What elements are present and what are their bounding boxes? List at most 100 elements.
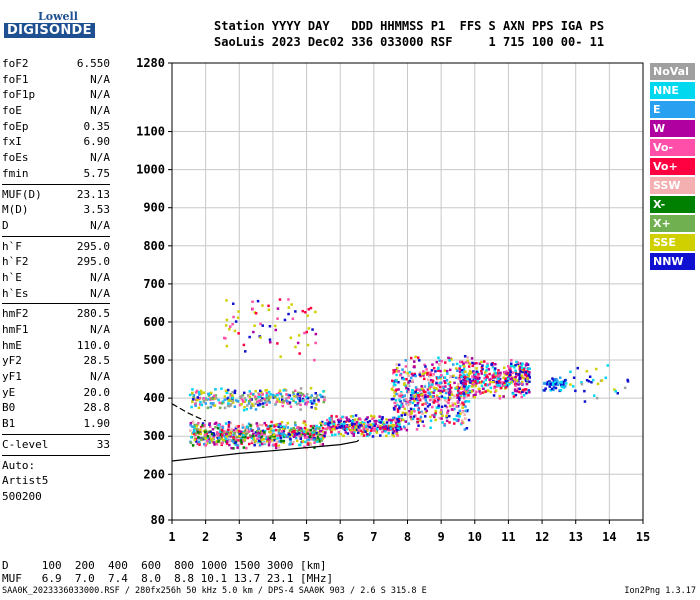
auto-scaling-info: 500200 xyxy=(2,489,42,503)
echo-point xyxy=(423,371,426,375)
echo-point xyxy=(259,440,262,444)
echo-point xyxy=(455,367,458,370)
echo-point xyxy=(285,393,288,396)
echo-point xyxy=(212,441,215,444)
echo-point xyxy=(431,405,434,409)
echo-point xyxy=(337,432,341,435)
echo-point xyxy=(241,399,245,403)
echo-point xyxy=(203,424,206,427)
echo-point xyxy=(398,423,401,426)
echo-point xyxy=(389,427,393,430)
echo-point xyxy=(256,299,260,303)
echo-point xyxy=(294,423,297,427)
echo-point xyxy=(444,381,447,385)
echo-point xyxy=(306,442,310,445)
echo-point xyxy=(374,428,378,432)
echo-point xyxy=(280,430,284,433)
echo-point xyxy=(449,404,452,408)
echo-point xyxy=(340,424,343,428)
echo-point xyxy=(435,360,438,364)
echo-point xyxy=(515,390,519,393)
echo-point xyxy=(595,396,599,400)
echo-point xyxy=(436,399,440,402)
echo-point xyxy=(420,410,423,414)
echo-point xyxy=(336,418,340,422)
echo-point xyxy=(514,364,517,367)
legend-item: SSW xyxy=(650,177,695,194)
echo-point xyxy=(543,382,546,385)
echo-point xyxy=(191,444,195,447)
legend-item: SSE xyxy=(650,234,695,251)
echo-point xyxy=(291,442,294,446)
echo-point xyxy=(460,387,463,390)
echo-point xyxy=(604,376,607,379)
echo-point xyxy=(528,376,531,379)
echo-point xyxy=(515,372,518,376)
param-value: 280.5 xyxy=(76,307,110,321)
echo-point xyxy=(491,374,494,377)
echo-point xyxy=(460,369,464,372)
echo-point xyxy=(439,389,442,393)
echo-point xyxy=(215,434,218,437)
echo-point xyxy=(476,377,480,380)
echo-point xyxy=(548,385,551,388)
echo-point xyxy=(456,411,460,415)
echo-point xyxy=(411,379,414,382)
echo-point xyxy=(552,382,555,385)
echo-point xyxy=(436,400,439,404)
param-name: foEp xyxy=(2,119,29,133)
echo-point xyxy=(484,383,487,386)
echo-point xyxy=(209,433,212,437)
echo-point xyxy=(429,373,432,376)
echo-point xyxy=(257,395,260,399)
echo-point xyxy=(321,420,324,424)
echo-point xyxy=(362,434,366,437)
echo-point xyxy=(547,382,551,386)
echo-point xyxy=(258,443,262,447)
echo-point xyxy=(468,372,472,375)
echo-point xyxy=(226,397,229,400)
echo-point xyxy=(350,430,353,434)
echo-point xyxy=(260,397,264,401)
echo-point xyxy=(265,389,268,392)
param-row: yF2 28.5 xyxy=(2,353,110,369)
echo-point xyxy=(248,390,251,393)
echo-point xyxy=(298,399,302,402)
echo-point xyxy=(328,427,331,430)
echo-point xyxy=(460,375,463,379)
echo-point xyxy=(465,394,469,398)
echo-point xyxy=(296,397,300,400)
echo-point xyxy=(332,420,336,423)
echo-point xyxy=(254,398,258,401)
echo-point xyxy=(276,307,280,310)
echo-point xyxy=(316,437,319,441)
echo-point xyxy=(397,370,400,373)
echo-point xyxy=(549,382,552,386)
echo-point xyxy=(208,422,211,425)
echo-point xyxy=(417,397,421,400)
echo-point xyxy=(435,396,439,399)
echo-point xyxy=(484,390,487,393)
echo-point xyxy=(288,401,292,404)
echo-point xyxy=(475,370,479,373)
param-value: 6.90 xyxy=(83,135,111,149)
echo-point xyxy=(466,373,469,376)
echo-point xyxy=(233,432,236,435)
echo-point xyxy=(295,439,299,443)
echo-point xyxy=(459,412,462,415)
echo-point xyxy=(366,416,369,419)
echo-point xyxy=(309,387,313,390)
echo-point xyxy=(441,421,444,424)
echo-point xyxy=(424,390,427,394)
echo-point xyxy=(317,398,320,402)
echo-point xyxy=(461,419,464,422)
echo-point xyxy=(443,422,447,426)
param-value: 23.13 xyxy=(76,187,110,201)
echo-point xyxy=(266,396,269,399)
echo-point xyxy=(462,362,465,365)
echo-point xyxy=(333,428,336,431)
echo-point xyxy=(353,431,356,434)
param-row: D N/A xyxy=(2,218,110,234)
echo-point xyxy=(397,381,400,384)
echo-point xyxy=(280,439,283,443)
